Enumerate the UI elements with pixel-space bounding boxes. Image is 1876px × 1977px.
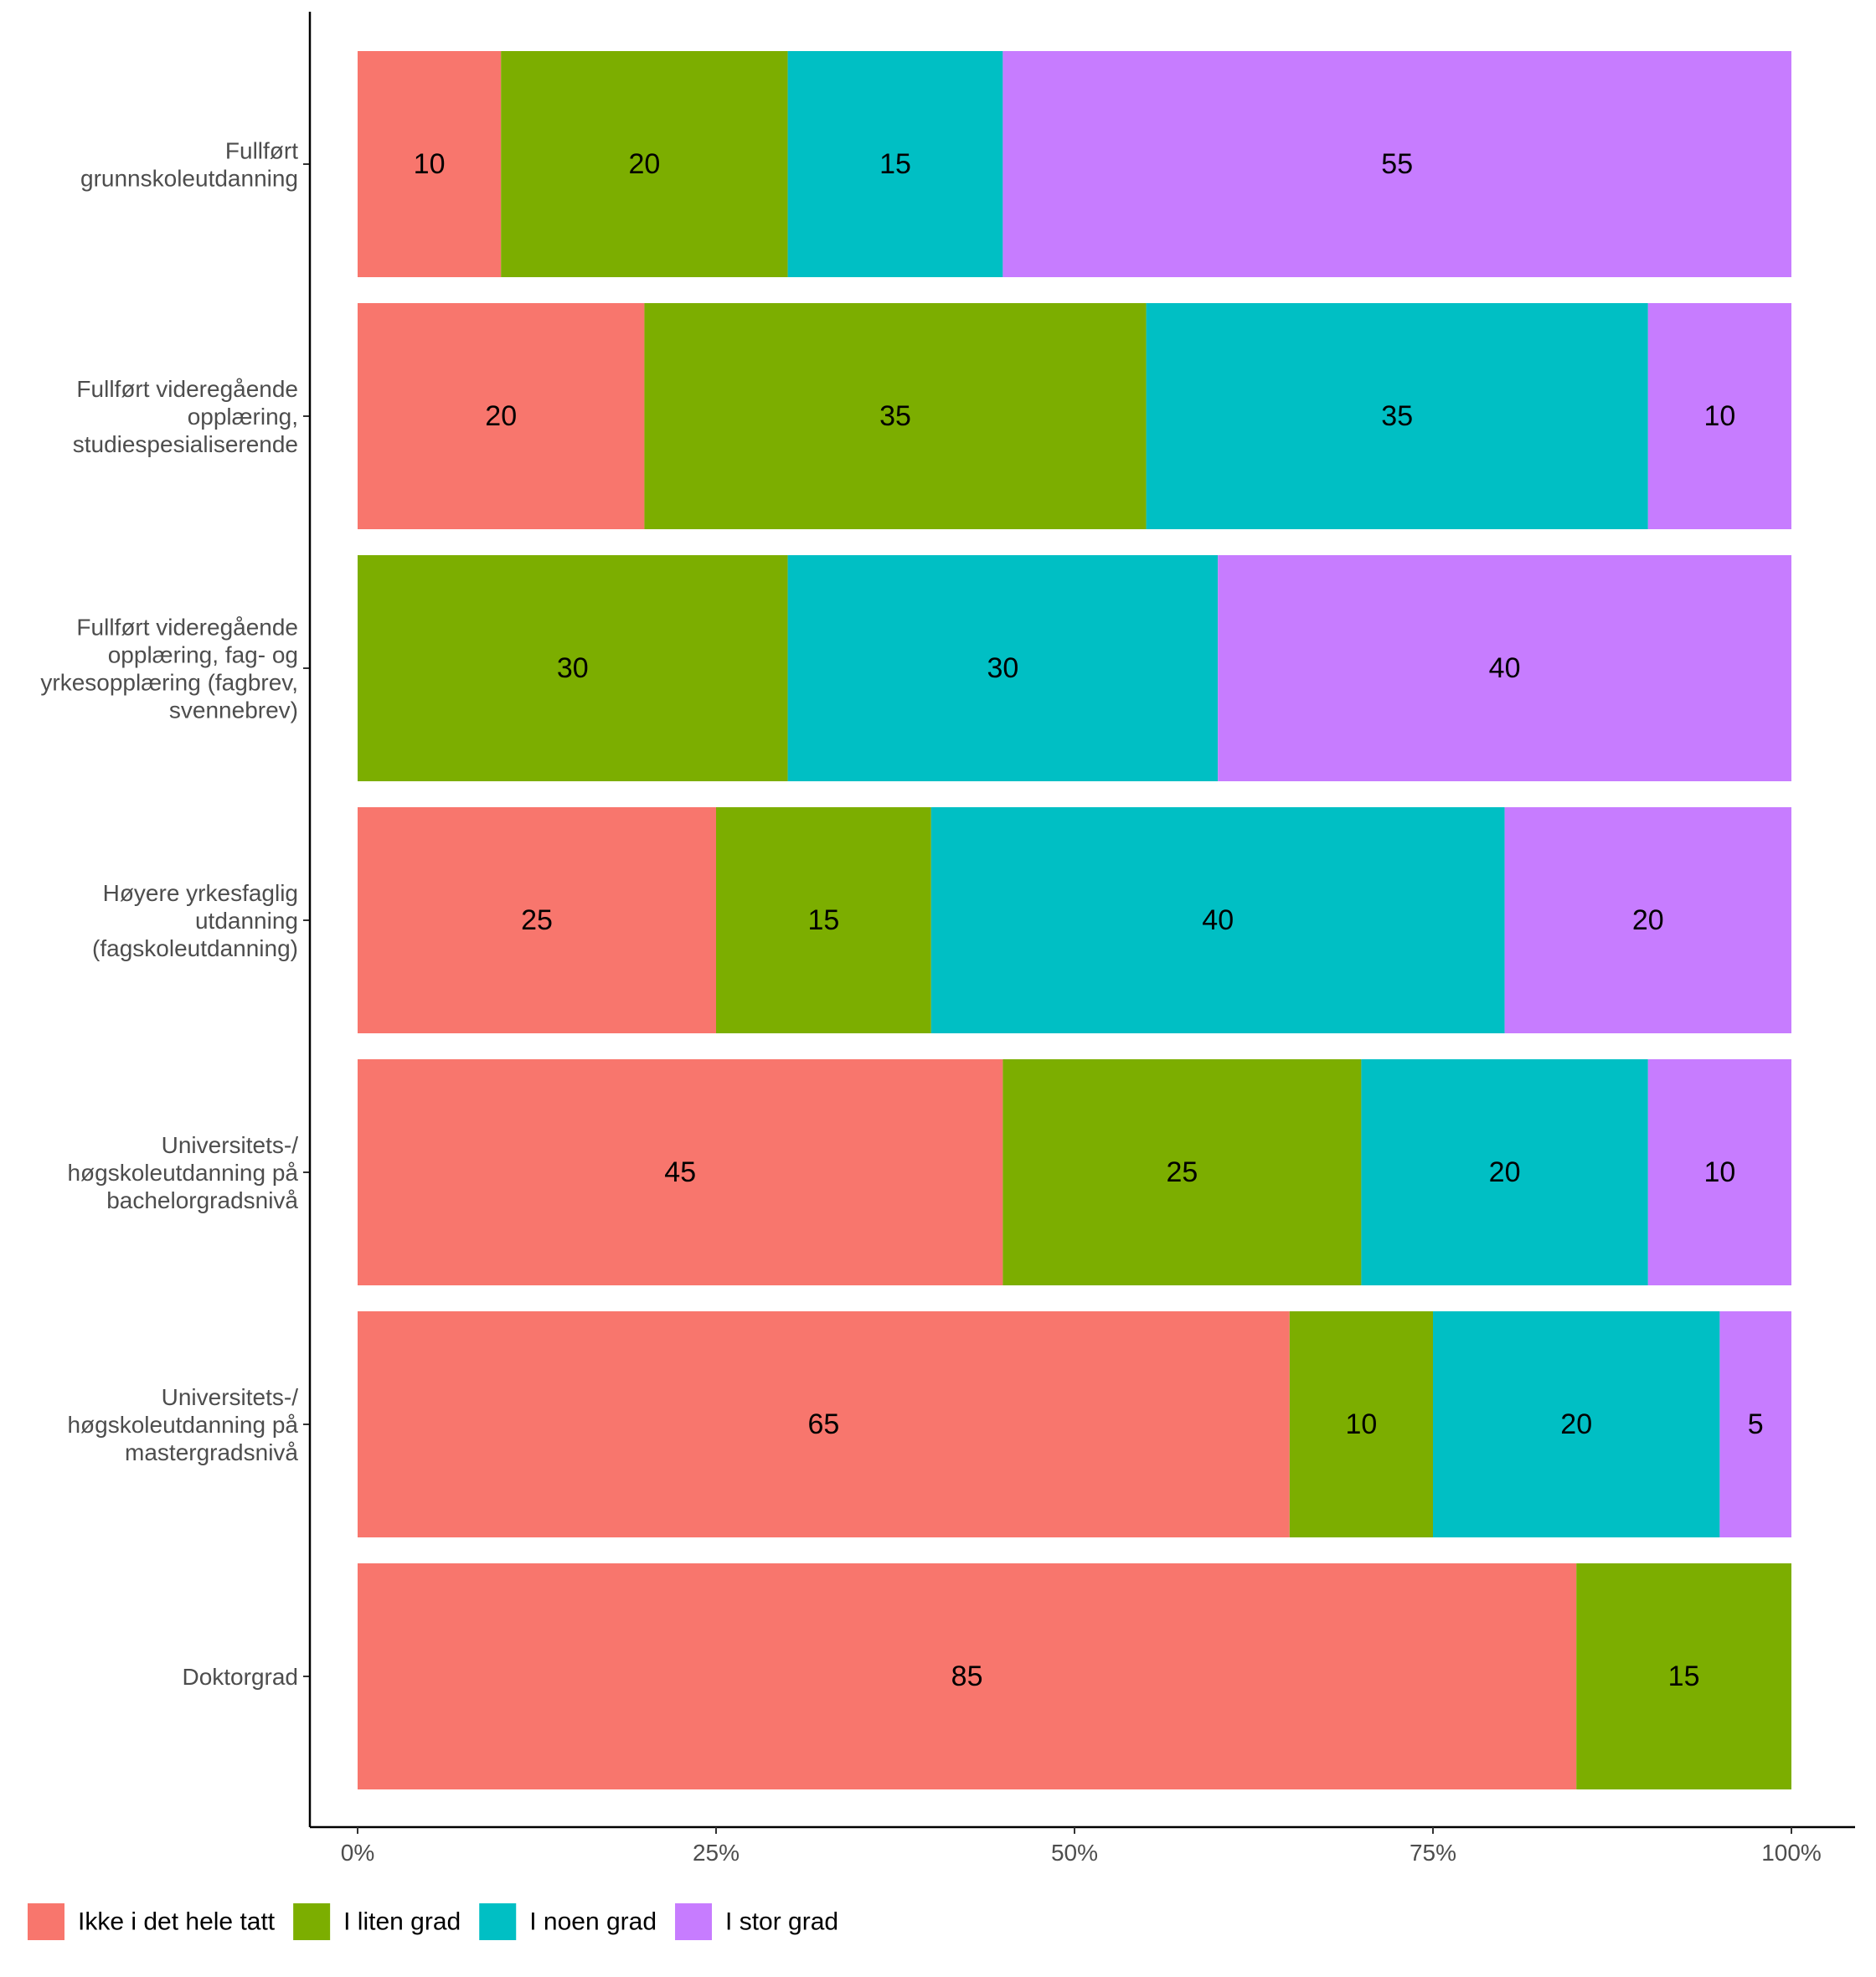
legend-key	[28, 1903, 64, 1940]
segment-value-label: 20	[1489, 1156, 1521, 1188]
category-label: Universitets-/høgskoleutdanning på bachel…	[67, 1132, 298, 1213]
x-tick-label: 0%	[341, 1840, 374, 1866]
bar-segment	[1647, 1059, 1791, 1285]
category-label: Høyere yrkesfaglig utdanning (fagskoleutda…	[92, 880, 298, 961]
bar-segment	[930, 807, 1505, 1033]
segment-value-label: 20	[1560, 1408, 1592, 1440]
bar-segment	[787, 555, 1219, 781]
segment-value-label: 35	[1381, 400, 1413, 432]
x-tick-label: 75%	[1410, 1840, 1456, 1866]
segment-labels-layer: 10 20 15 55 20 35 35 10 30 30 40 25 15 40 20 45 25 20 10 65…	[414, 148, 1764, 1692]
segment-value-label: 55	[1381, 148, 1413, 180]
bar-segment	[1719, 1311, 1791, 1537]
bar-segment	[358, 807, 716, 1033]
bar-segment	[358, 1563, 1577, 1789]
bar-segment	[358, 1059, 1003, 1285]
legend-key	[479, 1903, 517, 1940]
legend-key	[293, 1903, 331, 1940]
segment-value-label: 35	[879, 400, 911, 432]
legend-label: Ikke i det hele tatt	[78, 1908, 276, 1936]
bar-segment	[1504, 807, 1791, 1033]
bar-segment	[1002, 51, 1791, 277]
legend-key	[675, 1903, 713, 1940]
segment-value-label: 10	[1703, 400, 1735, 432]
x-tick-label: 50%	[1051, 1840, 1098, 1866]
segment-value-label: 15	[879, 148, 911, 180]
segment-value-label: 10	[414, 148, 446, 180]
bar-segment	[1218, 555, 1791, 781]
legend: Ikke i det hele tatt I liten grad I noen g…	[28, 1903, 838, 1940]
bar-segment	[358, 1311, 1290, 1537]
bar-segment	[1146, 303, 1648, 529]
category-label: Fullført videregående opplæring, studiespe…	[73, 376, 298, 457]
x-tick-label: 25%	[693, 1840, 740, 1866]
category-label: Fullført grunnskoleutdanning	[80, 138, 298, 192]
bar-segment	[1361, 1059, 1648, 1285]
segment-value-label: 5	[1748, 1408, 1764, 1440]
bar-segment	[1289, 1311, 1433, 1537]
bar-segment	[787, 51, 1003, 277]
bar-segment	[644, 303, 1147, 529]
legend-label: I stor grad	[725, 1908, 838, 1936]
axes-layer: 0% 25% 50% 75% 100%	[303, 12, 1855, 1866]
segment-value-label: 10	[1703, 1156, 1735, 1188]
category-label: Universitets-/høgskoleutdanning på master…	[67, 1384, 298, 1465]
category-label: Fullført videregående opplæring, fag- og y…	[40, 615, 298, 723]
segment-value-label: 45	[664, 1156, 696, 1188]
bar-segment	[716, 807, 931, 1033]
segment-value-label: 30	[987, 652, 1018, 684]
bar-segment	[1576, 1563, 1791, 1789]
bar-segment	[358, 51, 502, 277]
segment-value-label: 10	[1345, 1408, 1377, 1440]
legend-label: I liten grad	[343, 1908, 461, 1936]
segment-value-label: 40	[1489, 652, 1521, 684]
bar-segment	[1647, 303, 1791, 529]
segment-value-label: 20	[628, 148, 660, 180]
x-tick-label: 100%	[1761, 1840, 1822, 1866]
segment-value-label: 85	[951, 1660, 983, 1692]
bars-layer	[358, 51, 1791, 1789]
segment-value-label: 15	[807, 904, 839, 936]
segment-value-label: 25	[1166, 1156, 1198, 1188]
segment-value-label: 25	[521, 904, 553, 936]
category-labels-layer: Fullført grunnskoleutdanning Fullført vide…	[40, 138, 298, 1691]
segment-value-label: 30	[557, 652, 589, 684]
segment-value-label: 20	[485, 400, 517, 432]
category-label: Doktorgrad	[182, 1664, 298, 1690]
legend-label: I noen grad	[529, 1908, 657, 1936]
bar-segment	[1002, 1059, 1362, 1285]
bar-segment	[501, 51, 788, 277]
bar-segment	[358, 303, 645, 529]
bar-segment	[1433, 1311, 1720, 1537]
segment-value-label: 65	[807, 1408, 839, 1440]
segment-value-label: 15	[1668, 1660, 1700, 1692]
bar-segment	[358, 555, 788, 781]
segment-value-label: 40	[1202, 904, 1234, 936]
segment-value-label: 20	[1632, 904, 1664, 936]
